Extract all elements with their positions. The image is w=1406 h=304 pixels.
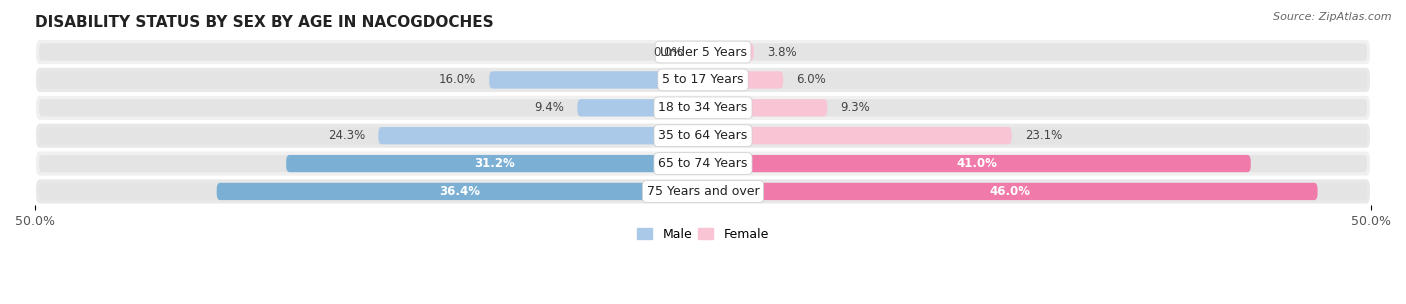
FancyBboxPatch shape [378, 127, 703, 144]
Text: Under 5 Years: Under 5 Years [659, 46, 747, 59]
FancyBboxPatch shape [703, 99, 827, 116]
Text: 65 to 74 Years: 65 to 74 Years [658, 157, 748, 170]
FancyBboxPatch shape [35, 39, 1371, 65]
Text: DISABILITY STATUS BY SEX BY AGE IN NACOGDOCHES: DISABILITY STATUS BY SEX BY AGE IN NACOG… [35, 15, 494, 30]
FancyBboxPatch shape [703, 99, 1367, 116]
Text: 3.8%: 3.8% [768, 46, 797, 59]
FancyBboxPatch shape [35, 95, 1371, 121]
Legend: Male, Female: Male, Female [633, 223, 773, 246]
Text: 6.0%: 6.0% [797, 74, 827, 86]
Text: 31.2%: 31.2% [474, 157, 515, 170]
FancyBboxPatch shape [703, 155, 1367, 172]
FancyBboxPatch shape [39, 127, 703, 144]
FancyBboxPatch shape [39, 71, 703, 88]
Text: 16.0%: 16.0% [439, 74, 475, 86]
FancyBboxPatch shape [35, 178, 1371, 205]
Text: 75 Years and over: 75 Years and over [647, 185, 759, 198]
FancyBboxPatch shape [35, 123, 1371, 149]
FancyBboxPatch shape [39, 183, 703, 200]
Text: 18 to 34 Years: 18 to 34 Years [658, 101, 748, 114]
FancyBboxPatch shape [703, 71, 783, 88]
FancyBboxPatch shape [39, 155, 703, 172]
FancyBboxPatch shape [703, 43, 1367, 61]
FancyBboxPatch shape [703, 71, 1367, 88]
FancyBboxPatch shape [217, 183, 703, 200]
FancyBboxPatch shape [35, 67, 1371, 93]
Text: Source: ZipAtlas.com: Source: ZipAtlas.com [1274, 12, 1392, 22]
FancyBboxPatch shape [703, 127, 1011, 144]
FancyBboxPatch shape [703, 155, 1251, 172]
FancyBboxPatch shape [39, 43, 703, 61]
FancyBboxPatch shape [35, 150, 1371, 177]
Text: 9.3%: 9.3% [841, 101, 870, 114]
FancyBboxPatch shape [703, 183, 1317, 200]
FancyBboxPatch shape [578, 99, 703, 116]
FancyBboxPatch shape [703, 127, 1367, 144]
FancyBboxPatch shape [287, 155, 703, 172]
Text: 46.0%: 46.0% [990, 185, 1031, 198]
Text: 0.0%: 0.0% [654, 46, 683, 59]
Text: 41.0%: 41.0% [956, 157, 997, 170]
FancyBboxPatch shape [39, 99, 703, 116]
Text: 35 to 64 Years: 35 to 64 Years [658, 129, 748, 142]
Text: 5 to 17 Years: 5 to 17 Years [662, 74, 744, 86]
FancyBboxPatch shape [703, 43, 754, 61]
Text: 36.4%: 36.4% [439, 185, 481, 198]
Text: 9.4%: 9.4% [534, 101, 564, 114]
Text: 23.1%: 23.1% [1025, 129, 1062, 142]
Text: 24.3%: 24.3% [328, 129, 366, 142]
FancyBboxPatch shape [703, 183, 1367, 200]
FancyBboxPatch shape [489, 71, 703, 88]
